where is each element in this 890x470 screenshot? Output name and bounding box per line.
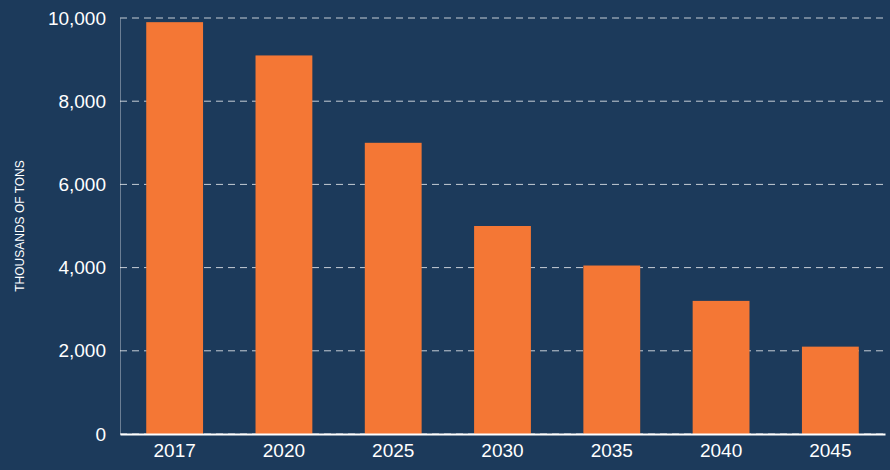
grid-line (120, 184, 885, 185)
x-tick: 2030 (481, 434, 523, 461)
bar (802, 347, 859, 434)
y-tick: 6,000 (58, 174, 120, 195)
bar (256, 55, 313, 434)
y-axis-line (120, 19, 121, 435)
grid (120, 18, 885, 434)
y-tick-label: 10,000 (48, 8, 106, 29)
y-tick-label: 8,000 (58, 91, 106, 112)
x-tick-label: 2030 (481, 440, 523, 461)
grid-line (120, 101, 885, 102)
bar (365, 143, 422, 434)
x-tick: 2020 (263, 434, 305, 461)
x-tick: 2045 (809, 434, 851, 461)
chart: 02,0004,0006,0008,00010,0002017202020252… (0, 0, 890, 470)
y-tick: 4,000 (58, 257, 120, 278)
x-tick: 2040 (700, 434, 742, 461)
y-tick-label: 2,000 (58, 340, 106, 361)
y-tick: 10,000 (48, 8, 120, 29)
x-tick: 2017 (154, 434, 196, 461)
x-tick: 2025 (372, 434, 414, 461)
x-axis-line (121, 434, 886, 436)
x-tick-label: 2045 (809, 440, 851, 461)
grid-line (120, 18, 885, 19)
grid-line (120, 434, 885, 435)
bar (693, 301, 750, 434)
x-axis: 2017 2020 2025 2030 2035 2040 2045 (121, 434, 886, 461)
bar (146, 22, 203, 434)
x-tick-label: 2035 (591, 440, 633, 461)
y-axis-title: THOUSANDS OF TONS (13, 160, 27, 292)
x-tick-label: 2017 (154, 440, 196, 461)
bar (583, 266, 640, 434)
y-tick: 2,000 (58, 340, 120, 361)
y-tick-label: 6,000 (58, 174, 106, 195)
y-tick-label: 4,000 (58, 257, 106, 278)
x-tick: 2035 (591, 434, 633, 461)
y-tick: 0 (95, 424, 120, 445)
x-tick-label: 2040 (700, 440, 742, 461)
y-axis: 0 2,000 4,000 6,000 8,000 10,000 (48, 8, 121, 445)
y-tick: 8,000 (58, 91, 120, 112)
bars (146, 22, 859, 434)
y-tick-label: 0 (95, 424, 106, 445)
bar (474, 226, 531, 434)
x-tick-label: 2025 (372, 440, 414, 461)
x-tick-label: 2020 (263, 440, 305, 461)
background (0, 0, 890, 470)
